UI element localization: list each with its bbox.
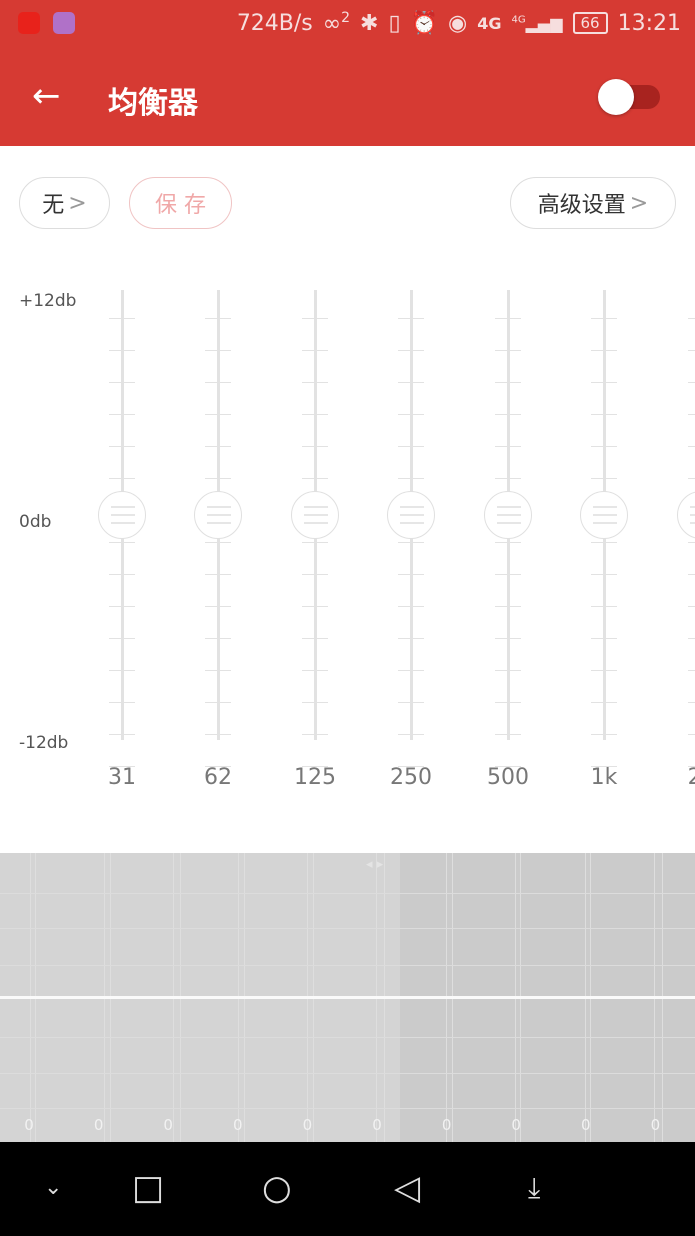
eq-curve-line <box>0 996 695 999</box>
graph-value-label: 0 <box>24 1116 34 1134</box>
back-arrow-icon[interactable]: ← <box>32 76 61 116</box>
band-frequency-label: 1k <box>590 765 618 790</box>
vibrate-icon: ▯ <box>388 10 401 36</box>
band-slider-250[interactable] <box>386 290 436 767</box>
status-bar: 724B/s ∞2 ✱ ▯ ⏰ ◉ 4G 4G▂▄▆ 66 13:21 <box>0 0 695 50</box>
preset-label: 无 <box>42 193 65 218</box>
band-slider-1k[interactable] <box>579 290 629 767</box>
notification-pull-icon[interactable]: ⤓ <box>528 1171 541 1204</box>
band-frequency-label: 125 <box>294 765 336 790</box>
equalizer-toggle[interactable] <box>598 79 660 115</box>
graph-value-label: 0 <box>581 1116 591 1134</box>
recents-icon[interactable]: □ <box>132 1168 165 1208</box>
band-slider-31[interactable] <box>97 290 147 767</box>
scroll-arrows-icon[interactable]: ◂ ▸ <box>366 857 384 872</box>
slider-knob[interactable] <box>580 491 628 539</box>
band-slider-125[interactable] <box>290 290 340 767</box>
advanced-settings-button[interactable]: 高级设置 > <box>510 177 676 229</box>
graph-value-label: 0 <box>372 1116 382 1134</box>
bluetooth-icon: ✱ <box>360 10 379 36</box>
app-header: ← 均衡器 <box>0 50 695 146</box>
save-button[interactable]: 保 存 <box>129 177 232 229</box>
slider-knob[interactable] <box>484 491 532 539</box>
eye-icon: ◉ <box>447 10 468 36</box>
graph-value-label: 0 <box>441 1116 452 1134</box>
net-speed: 724B/s <box>236 10 313 36</box>
band-frequency-label: 500 <box>487 765 529 790</box>
band-frequency-label: 31 <box>108 765 136 790</box>
slider-knob[interactable] <box>291 491 339 539</box>
alarm-icon: ⏰ <box>410 10 438 36</box>
band-frequency-label: 62 <box>204 765 232 790</box>
hide-nav-icon[interactable]: ⌄ <box>44 1175 63 1200</box>
graph-value-label: 0 <box>163 1116 173 1134</box>
hotspot-icon: ∞2 <box>322 10 351 37</box>
scale-bottom-label: -12db <box>19 733 69 753</box>
graph-value-label: 0 <box>93 1116 104 1134</box>
band-frequency-label: 250 <box>390 765 432 790</box>
slider-knob[interactable] <box>98 491 146 539</box>
graph-value-label: 0 <box>650 1116 661 1134</box>
graph-value-label: 0 <box>511 1116 521 1134</box>
signal-icon: 4G▂▄▆ <box>511 13 563 33</box>
preset-button[interactable]: 无 > <box>19 177 110 229</box>
scale-mid-label: 0db <box>19 512 52 532</box>
back-icon[interactable]: ◁ <box>394 1168 421 1208</box>
netease-music-icon <box>18 12 40 34</box>
eq-curve-graph: ◂ ▸ 0 0 0 0 0 0 0 0 0 0 <box>0 853 695 1142</box>
band-slider-62[interactable] <box>193 290 243 767</box>
slider-knob[interactable] <box>194 491 242 539</box>
graph-value-label: 0 <box>233 1116 243 1134</box>
graph-value-label: 0 <box>302 1116 313 1134</box>
slider-knob[interactable] <box>677 491 695 539</box>
band-slider-500[interactable] <box>483 290 533 767</box>
network-type: 4G <box>477 13 502 33</box>
system-nav-bar: ⌄ □ ○ ◁ ⤓ <box>0 1142 695 1236</box>
clock: 13:21 <box>617 10 681 36</box>
gallery-icon <box>53 12 75 34</box>
advanced-label: 高级设置 <box>537 193 626 218</box>
chevron-right-icon: > <box>68 190 87 216</box>
scale-top-label: +12db <box>19 291 77 311</box>
save-label: 保 存 <box>155 193 206 218</box>
slider-knob[interactable] <box>387 491 435 539</box>
band-slider-2k[interactable] <box>676 290 695 767</box>
home-icon[interactable]: ○ <box>262 1168 292 1208</box>
band-frequency-label: 2k <box>687 765 695 790</box>
page-title: 均衡器 <box>108 86 198 121</box>
battery-icon: 66 <box>572 12 608 35</box>
chevron-right-icon: > <box>629 190 649 216</box>
